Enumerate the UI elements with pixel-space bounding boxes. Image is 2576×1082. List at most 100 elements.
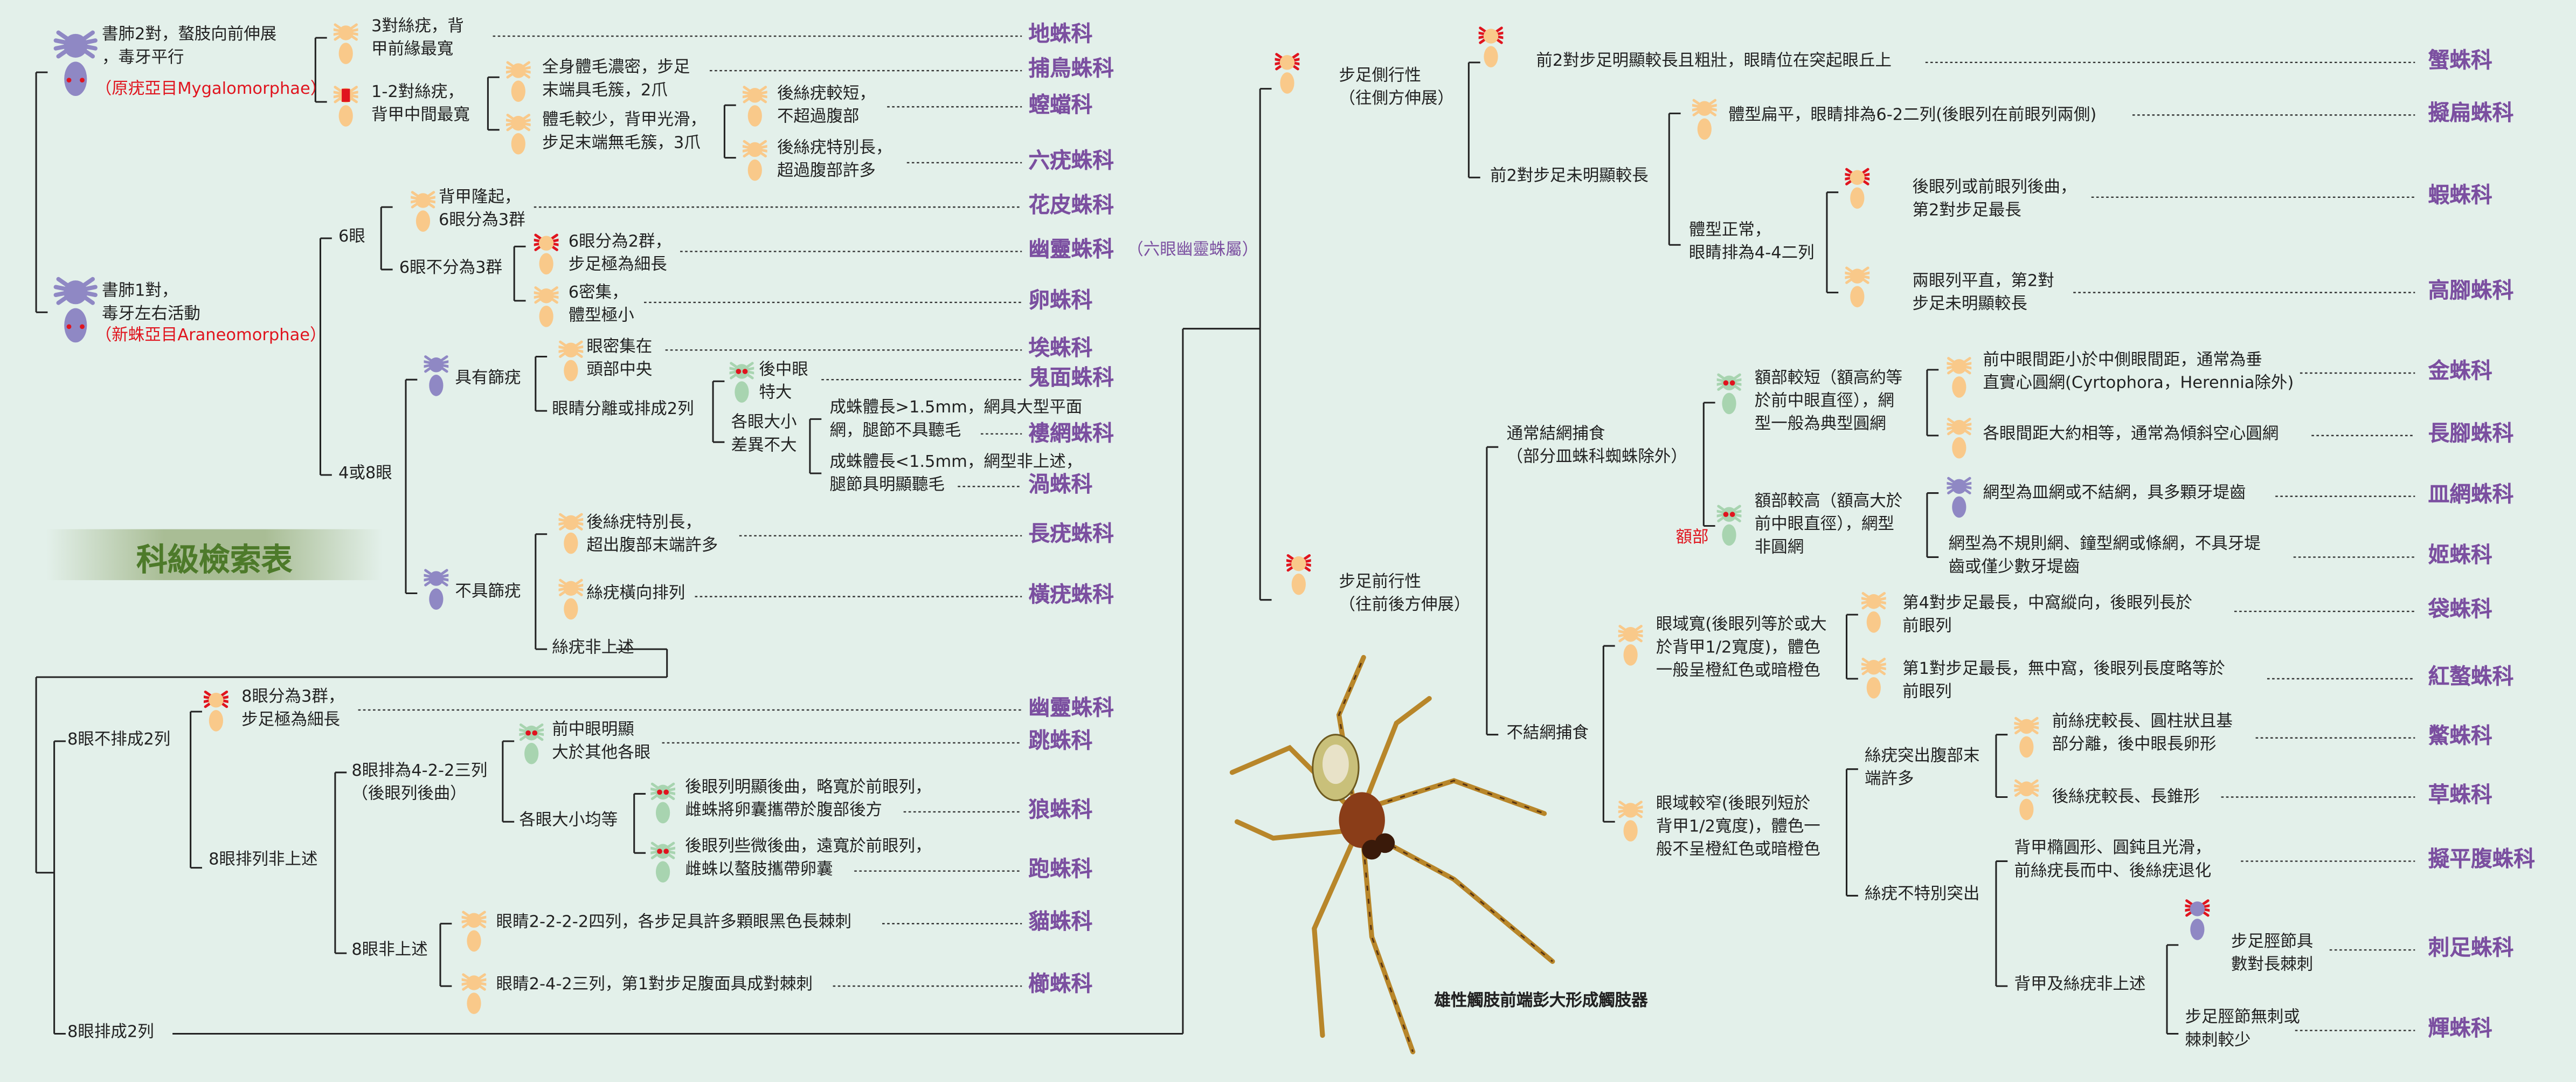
family-label[interactable]: 蝦蛛科 — [2428, 184, 2492, 209]
key-couplet-text: 背甲隆起， 6眼分為3群 — [438, 189, 525, 230]
family-label[interactable]: 狼蛛科 — [1028, 798, 1093, 824]
spider-orange-icon — [1618, 801, 1643, 842]
spider-orange-icon — [1845, 168, 1870, 209]
family-label[interactable]: 袋蛛科 — [2428, 598, 2492, 623]
spider-orange-icon — [1286, 554, 1311, 595]
family-label[interactable]: 長腳蛛科 — [2428, 422, 2514, 447]
spider-orange-icon — [461, 911, 487, 952]
key-couplet-text: 網型為不規則網、鐘型網或條網，不具牙堤 齒或僅少數牙堤齒 — [1948, 535, 2261, 577]
family-label[interactable]: 皿網蛛科 — [2428, 483, 2514, 508]
family-label[interactable]: 跳蛛科 — [1028, 729, 1093, 755]
spider-purple-icon — [424, 355, 449, 396]
key-couplet-text: 各眼間距大約相等，通常為傾斜空心圓網 — [1983, 425, 2279, 444]
spider-orange-icon — [558, 513, 584, 554]
key-couplet-text: 絲疣突出腹部末 端許多 — [1865, 748, 1980, 789]
spider-orange-icon — [1845, 266, 1870, 308]
spider-orange-icon — [1861, 658, 1886, 699]
spider-green-icon — [1716, 505, 1742, 546]
family-label[interactable]: 褸網蛛科 — [1028, 422, 1114, 447]
spider-purple-icon — [424, 569, 449, 610]
spider-orange-icon — [411, 191, 435, 232]
photo-caption: 雄性觸肢前端彭大形成觸肢器 — [1434, 993, 1648, 1011]
spider-orange-icon — [2014, 779, 2039, 821]
family-label[interactable]: 長疣蛛科 — [1028, 522, 1114, 548]
family-label[interactable]: 渦蛛科 — [1028, 473, 1093, 498]
taxon-note: （新蛛亞目Araneomorphae） — [95, 327, 327, 346]
family-label[interactable]: 輝蛛科 — [2428, 1017, 2492, 1042]
key-couplet-text: 絲疣非上述 — [552, 639, 634, 658]
key-couplet-text: 額部較高（額高大於 前中眼直徑），網型 非圓網 — [1754, 493, 1903, 557]
spider-photo — [1229, 654, 1555, 1055]
key-couplet-text: 8眼排列非上述 — [209, 851, 318, 870]
family-label[interactable]: 鬼面蛛科 — [1028, 366, 1114, 391]
key-couplet-text: 3對絲疣，背 甲前緣最寬 — [371, 18, 464, 59]
key-couplet-text: 具有篩疣 — [455, 369, 521, 388]
key-couplet-text: 網型為皿網或不結網，具多顆牙堤齒 — [1983, 485, 2246, 503]
family-label[interactable]: 跑蛛科 — [1028, 858, 1093, 883]
taxon-note: 額部 — [1675, 529, 1709, 548]
key-couplet-text: 背甲及絲疣非上述 — [2014, 976, 2146, 995]
family-label[interactable]: 擬平腹蛛科 — [2428, 848, 2535, 873]
key-couplet-text: 6眼不分為3群 — [399, 259, 503, 278]
spider-orange-icon — [1861, 592, 1886, 633]
title-banner: 科級檢索表 — [46, 529, 383, 581]
spider-orange-icon — [333, 86, 358, 127]
spider-orange-icon — [204, 690, 228, 732]
key-couplet-text: 步足脛節無刺或 棘刺較少 — [2185, 1009, 2300, 1050]
family-label[interactable]: 捕鳥蛛科 — [1028, 57, 1114, 82]
key-couplet-text: 眼睛分離或排成2列 — [552, 401, 694, 419]
family-label[interactable]: 蟹蛛科 — [2428, 49, 2492, 74]
key-couplet-text: 步足脛節具 數對長棘刺 — [2231, 933, 2314, 975]
spider-orange-icon — [2014, 716, 2039, 758]
spider-orange-icon — [505, 113, 531, 155]
family-label[interactable]: 擬扁蛛科 — [2428, 102, 2514, 127]
family-label[interactable]: 草蛛科 — [2428, 784, 2492, 809]
key-couplet-text: 後絲疣特別長， 超出腹部末端許多 — [586, 514, 718, 556]
key-couplet-text: 8眼排為4-2-2三列 （後眼列後曲） — [351, 762, 488, 804]
key-couplet-text: 各眼大小 差異不大 — [731, 414, 797, 456]
spider-orange-icon — [1947, 417, 1972, 459]
family-label[interactable]: 貓蛛科 — [1028, 910, 1093, 935]
taxon-note: （原疣亞目Mygalomorphae） — [95, 80, 327, 99]
family-label[interactable]: 幽靈蛛科 — [1028, 238, 1114, 263]
key-couplet-text: 後眼列明顯後曲，略寬於前眼列， 雌蛛將卵囊攜帶於腹部後方 — [685, 778, 932, 821]
key-couplet-text: 6眼分為2群， 步足極為細長 — [568, 233, 672, 275]
key-couplet-text: 體毛較少，背甲光滑， 步足末端無毛簇，3爪 — [542, 112, 707, 153]
family-label[interactable]: 埃蛛科 — [1028, 336, 1093, 362]
key-couplet-text: 第1對步足最長，無中窩，後眼列長度略等於 前眼列 — [1902, 660, 2225, 702]
key-couplet-text: 書肺1對， 毒牙左右活動 — [102, 282, 200, 324]
family-label[interactable]: 卵蛛科 — [1028, 289, 1093, 314]
family-label[interactable]: 幽靈蛛科 — [1028, 697, 1114, 722]
spider-orange-icon — [558, 578, 584, 620]
family-label[interactable]: 鱉蛛科 — [2428, 725, 2492, 750]
key-couplet-text: 後絲疣較短， 不超過腹部 — [777, 85, 876, 127]
family-label[interactable]: 姬蛛科 — [2428, 544, 2492, 569]
family-label[interactable]: 六疣蛛科 — [1028, 149, 1114, 175]
spider-green-icon — [650, 782, 675, 824]
family-label[interactable]: 高腳蛛科 — [2428, 279, 2514, 304]
spider-orange-icon — [505, 61, 531, 102]
key-couplet-text: 眼域較窄(後眼列短於 背甲1/2寬度)，體色一 般不呈橙紅色或暗橙色 — [1656, 795, 1820, 860]
key-couplet-text: 後眼列些微後曲，遠寬於前眼列， 雌蛛以螯肢攜帶卵囊 — [685, 838, 932, 879]
spider-green-icon — [519, 723, 544, 764]
family-label[interactable]: 花皮蛛科 — [1028, 194, 1114, 219]
family-label[interactable]: 紅螯蛛科 — [2428, 665, 2514, 691]
spider-green-icon — [729, 362, 754, 403]
key-couplet-text: 絲疣橫向排列 — [586, 585, 685, 603]
family-label[interactable]: 櫛蛛科 — [1028, 973, 1093, 998]
family-label[interactable]: 地蛛科 — [1028, 23, 1093, 48]
spider-orange-icon — [534, 286, 559, 327]
key-couplet-text: 各眼大小均等 — [519, 811, 618, 830]
key-couplet-text: 步足側行性 （往側方伸展） — [1339, 67, 1454, 109]
key-couplet-text: 體型扁平，眼睛排為6-2二列(後眼列在前眼列兩側) — [1728, 107, 2097, 125]
key-couplet-text: 後中眼 特大 — [759, 361, 808, 403]
family-label[interactable]: 螲蟷科 — [1028, 93, 1093, 119]
spider-orange-icon — [1692, 99, 1717, 140]
key-couplet-text: 前絲疣較長、圓柱狀且基 部分離，後中眼長卵形 — [2052, 713, 2233, 755]
family-label[interactable]: 金蛛科 — [2428, 360, 2492, 385]
family-label[interactable]: 刺足蛛科 — [2428, 936, 2514, 962]
key-couplet-text: 全身體毛濃密，步足 末端具毛簇，2爪 — [542, 59, 690, 100]
family-label[interactable]: 橫疣蛛科 — [1028, 583, 1114, 608]
key-couplet-text: 4或8眼 — [338, 465, 392, 484]
